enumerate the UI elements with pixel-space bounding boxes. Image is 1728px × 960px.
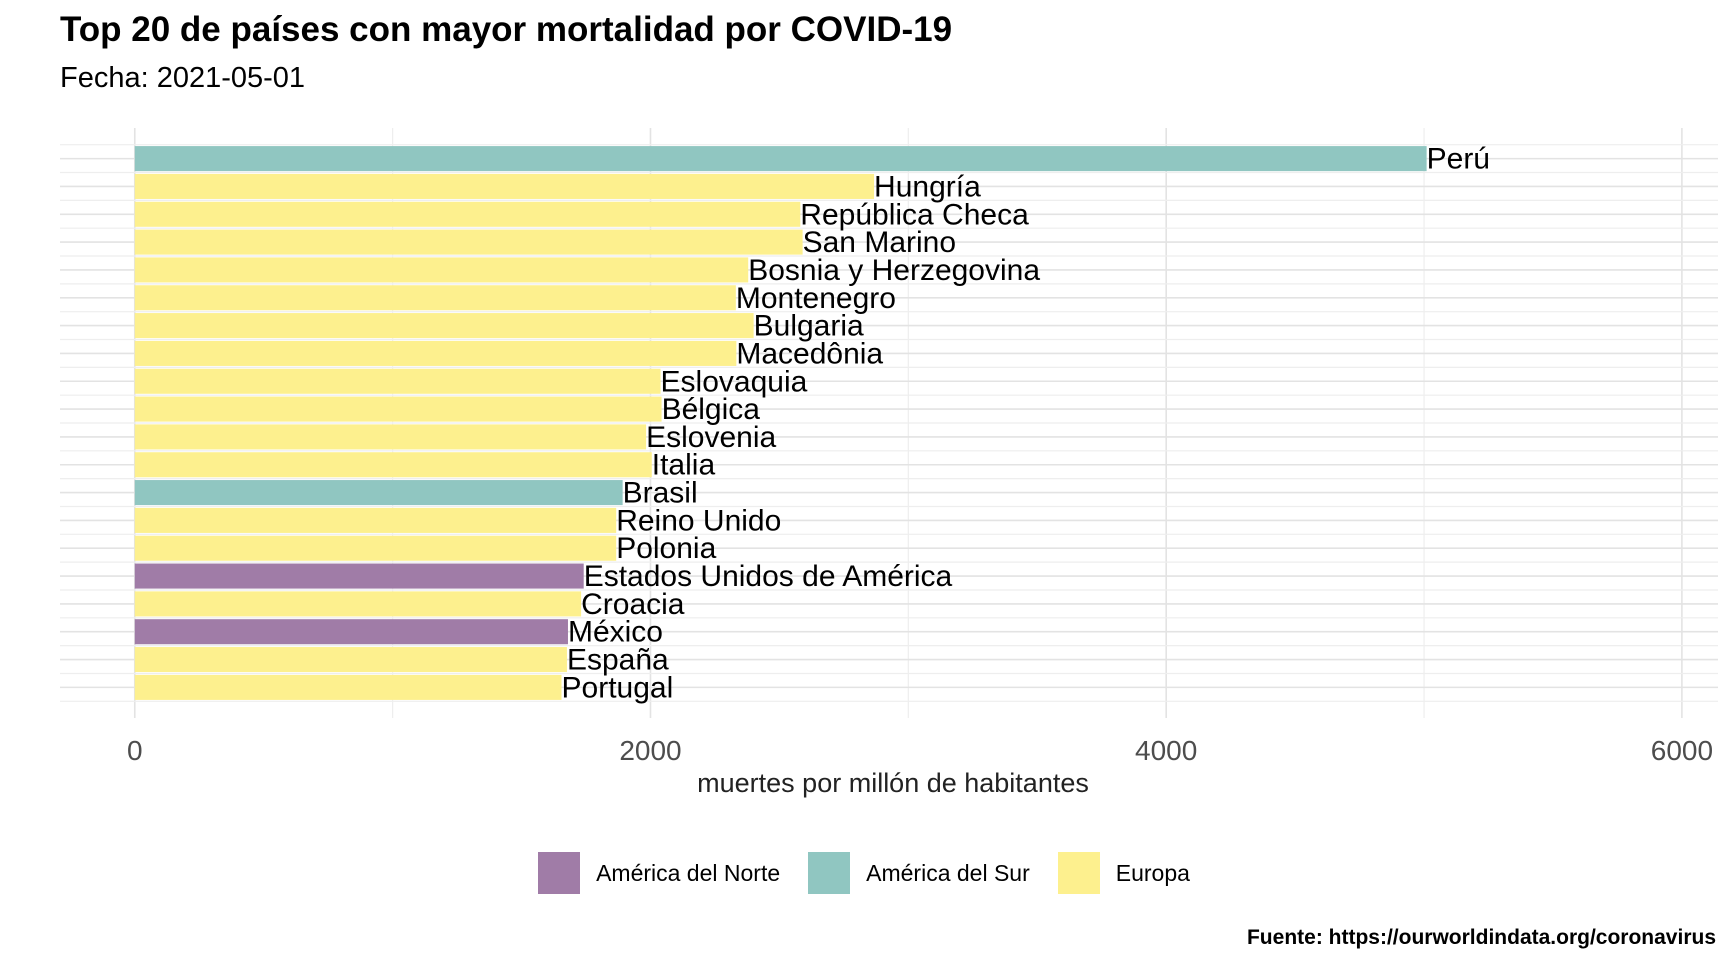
bar — [134, 285, 736, 311]
legend-label: América del Sur — [866, 859, 1030, 886]
bar-label: Croacia — [581, 588, 685, 621]
bar — [134, 201, 801, 227]
bar-label: Brasil — [623, 477, 698, 510]
bar — [134, 368, 661, 394]
bar-label: San Marino — [803, 226, 956, 259]
bar — [134, 507, 617, 533]
bar — [134, 591, 582, 617]
x-tick-label: 2000 — [619, 735, 681, 766]
bar — [134, 229, 803, 255]
bar — [134, 535, 617, 561]
bar-label: Bélgica — [662, 393, 761, 426]
legend-label: Europa — [1115, 859, 1190, 886]
bar-label: Macedônia — [736, 337, 883, 370]
bar-label: Eslovenia — [646, 421, 776, 454]
bar-label: Portugal — [562, 671, 674, 704]
x-axis-ticks: 0 2000 4000 6000 — [127, 735, 1713, 766]
x-tick-label: 0 — [127, 735, 143, 766]
bar-label: Estados Unidos de América — [584, 560, 953, 593]
bar-label: Hungría — [874, 170, 981, 203]
bar — [134, 424, 647, 450]
bar-label: Italia — [652, 449, 716, 482]
bar-label: Bulgaria — [754, 310, 864, 343]
bar-label: Polonia — [616, 532, 716, 565]
legend-swatch — [538, 852, 581, 894]
x-tick-label: 4000 — [1135, 735, 1197, 766]
bar — [134, 452, 652, 478]
bar — [134, 257, 749, 283]
legend-item: América del Norte — [538, 852, 780, 894]
legend-swatch — [808, 852, 851, 894]
bar-label: México — [568, 616, 663, 649]
legend: América del Norte América del Sur Europa — [0, 852, 1728, 894]
bar — [134, 146, 1427, 172]
bar — [134, 647, 567, 673]
chart-title: Top 20 de países con mayor mortalidad po… — [60, 10, 953, 49]
legend-item: Europa — [1057, 852, 1190, 894]
bar-label: Montenegro — [736, 282, 896, 315]
bar-label: República Checa — [800, 198, 1029, 231]
x-tick-label: 6000 — [1651, 735, 1713, 766]
x-axis-title: muertes por millón de habitantes — [697, 768, 1089, 798]
bar — [134, 619, 568, 645]
bar — [134, 313, 754, 339]
legend-swatch — [1057, 852, 1100, 894]
bar — [134, 674, 562, 700]
bar-label: España — [567, 644, 669, 677]
chart-subtitle: Fecha: 2021-05-01 — [60, 62, 306, 94]
bars — [134, 146, 1427, 700]
bar-label: Eslovaquia — [661, 365, 808, 398]
legend-label: América del Norte — [596, 859, 781, 886]
bar — [134, 396, 662, 422]
bar-label: Bosnia y Herzegovina — [748, 254, 1040, 287]
legend-item: América del Sur — [808, 852, 1030, 894]
bar — [134, 480, 623, 506]
bar — [134, 340, 737, 366]
bar — [134, 563, 584, 589]
bar-label: Reino Unido — [616, 504, 781, 537]
bar-label: Perú — [1427, 143, 1490, 176]
bar — [134, 173, 875, 199]
source-caption: Fuente: https://ourworldindata.org/coron… — [1246, 926, 1716, 949]
